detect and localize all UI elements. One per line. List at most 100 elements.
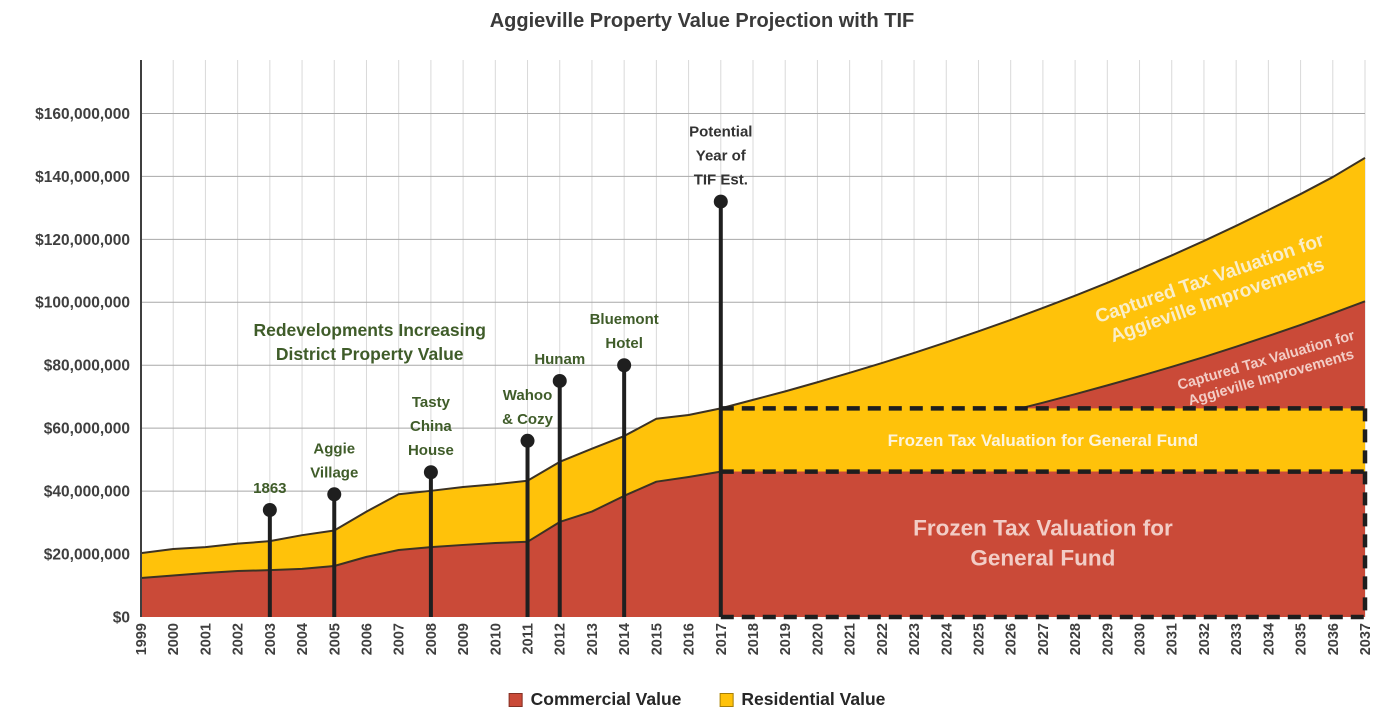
svg-text:2024: 2024 [939, 623, 955, 655]
annotation-dot-icon [520, 433, 535, 448]
redevelopments-callout: Redevelopments Increasing District Proper… [253, 320, 485, 364]
svg-text:2012: 2012 [553, 623, 569, 655]
annotation-label: TIF Est. [694, 172, 748, 189]
svg-text:2008: 2008 [424, 623, 440, 655]
legend: Commercial Value Residential Value [508, 689, 885, 710]
legend-item-commercial: Commercial Value [508, 689, 682, 710]
annotation-label: Wahoo [503, 387, 552, 404]
svg-text:$40,000,000: $40,000,000 [44, 484, 130, 501]
svg-text:2028: 2028 [1068, 623, 1084, 655]
svg-text:2032: 2032 [1197, 623, 1213, 655]
svg-text:2006: 2006 [359, 623, 375, 655]
annotation-dot-icon [423, 465, 438, 480]
svg-text:2005: 2005 [327, 623, 343, 655]
svg-text:District Property Value: District Property Value [276, 344, 464, 364]
svg-text:2000: 2000 [166, 623, 182, 655]
annotation-1863: 1863 [253, 480, 287, 617]
annotation-label: Year of [696, 148, 747, 165]
legend-label-residential: Residential Value [741, 689, 886, 709]
svg-text:2037: 2037 [1358, 623, 1374, 655]
svg-text:2004: 2004 [295, 623, 311, 655]
svg-text:$120,000,000: $120,000,000 [35, 232, 130, 249]
svg-text:2003: 2003 [263, 623, 279, 655]
svg-text:2009: 2009 [456, 623, 472, 655]
annotation-label: Aggie [313, 440, 355, 457]
annotation-wahoo-cozy: Wahoo & Cozy [502, 387, 554, 617]
svg-text:2019: 2019 [778, 623, 794, 655]
svg-text:2016: 2016 [682, 623, 698, 655]
svg-text:$160,000,000: $160,000,000 [35, 106, 130, 123]
residential-swatch-icon [719, 692, 734, 707]
annotation-label: Hunam [534, 351, 585, 368]
svg-text:2031: 2031 [1165, 623, 1181, 655]
y-axis-labels: $0 $20,000,000 $40,000,000 $60,000,000 $80,0… [35, 106, 130, 627]
svg-text:2033: 2033 [1229, 623, 1245, 655]
frozen-commercial-label: General Fund [970, 545, 1115, 570]
svg-text:2025: 2025 [971, 623, 987, 655]
svg-text:2007: 2007 [392, 623, 408, 655]
legend-item-residential: Residential Value [719, 689, 885, 710]
svg-text:$20,000,000: $20,000,000 [44, 546, 130, 563]
x-axis-labels: 1999 2000 2001 2002 2003 2004 2005 2006 2007 2008… [134, 623, 1374, 655]
svg-text:2015: 2015 [649, 623, 665, 655]
frozen-residential-label: Frozen Tax Valuation for General Fund [888, 431, 1198, 450]
svg-text:2020: 2020 [810, 623, 826, 655]
annotation-dot-icon [617, 358, 632, 373]
svg-text:2013: 2013 [585, 623, 601, 655]
svg-text:2011: 2011 [521, 623, 537, 654]
svg-text:2021: 2021 [843, 623, 859, 655]
annotation-label: Bluemont [590, 311, 659, 328]
svg-text:$140,000,000: $140,000,000 [35, 169, 130, 186]
chart-title: Aggieville Property Value Projection wit… [489, 10, 915, 32]
annotation-label: Tasty [412, 394, 451, 411]
legend-label-commercial: Commercial Value [530, 689, 682, 709]
annotation-label: China [410, 418, 452, 435]
svg-text:$80,000,000: $80,000,000 [44, 358, 130, 375]
annotation-dot-icon [713, 194, 728, 209]
annotation-label: & Cozy [502, 411, 553, 428]
annotation-dot-icon [552, 373, 567, 388]
svg-text:2001: 2001 [198, 623, 214, 655]
svg-text:2002: 2002 [231, 623, 247, 655]
annotation-label: House [408, 442, 454, 459]
annotation-dot-icon [262, 503, 277, 518]
annotation-label: Hotel [605, 335, 643, 352]
frozen-commercial-label: Frozen Tax Valuation for [913, 515, 1173, 540]
commercial-swatch-icon [508, 692, 523, 707]
frozen-overlay [720, 406, 1368, 620]
svg-text:2023: 2023 [907, 623, 923, 655]
residential-area [141, 157, 1365, 578]
annotation-label: Village [310, 464, 358, 481]
svg-text:2034: 2034 [1261, 623, 1277, 655]
svg-text:2035: 2035 [1294, 623, 1310, 655]
residential-boundary-line [140, 157, 1366, 555]
svg-text:1999: 1999 [134, 623, 150, 655]
svg-text:2029: 2029 [1100, 623, 1116, 655]
svg-text:2027: 2027 [1036, 623, 1052, 655]
svg-text:$100,000,000: $100,000,000 [35, 295, 130, 312]
annotations: 1863 Aggie Village Tasty China House Wahoo & Co… [253, 124, 752, 617]
svg-text:2036: 2036 [1326, 623, 1342, 655]
annotation-tasty-china-house: Tasty China House [408, 394, 454, 617]
frozen-commercial-band [720, 471, 1365, 617]
svg-text:Redevelopments Increasing: Redevelopments Increasing [253, 320, 485, 340]
svg-text:2014: 2014 [617, 623, 633, 655]
annotation-bluemont-hotel: Bluemont Hotel [590, 311, 659, 617]
svg-text:2018: 2018 [746, 623, 762, 655]
svg-text:$60,000,000: $60,000,000 [44, 421, 130, 438]
annotation-label: 1863 [253, 480, 286, 497]
annotation-label: Potential [689, 124, 752, 141]
frozen-residential-band [720, 408, 1365, 472]
annotation-dot-icon [327, 487, 342, 502]
svg-text:2022: 2022 [875, 623, 891, 655]
svg-text:2026: 2026 [1004, 623, 1020, 655]
svg-text:$0: $0 [113, 609, 130, 626]
svg-text:2010: 2010 [488, 623, 504, 655]
annotation-potential-tif: Potential Year of TIF Est. [689, 124, 752, 617]
svg-text:2030: 2030 [1133, 623, 1149, 655]
annotation-hunam: Hunam [534, 351, 585, 617]
svg-text:2017: 2017 [714, 623, 730, 655]
annotation-aggie-village: Aggie Village [310, 440, 358, 617]
